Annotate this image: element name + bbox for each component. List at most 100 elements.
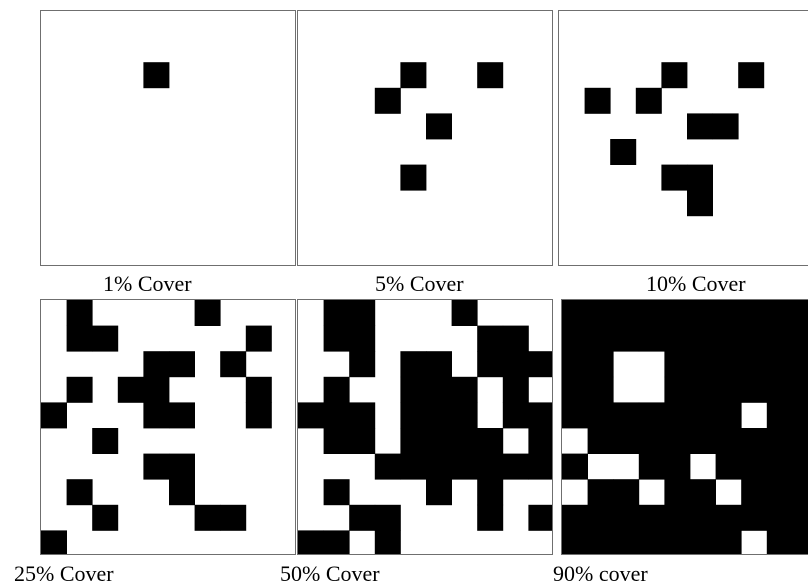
cover-cell	[298, 530, 324, 554]
cover-cell	[664, 504, 691, 531]
cover-cell	[477, 453, 504, 480]
cover-cell	[610, 139, 637, 165]
cover-cell	[613, 325, 640, 352]
cover-cell	[613, 300, 640, 326]
cover-cell	[638, 428, 665, 454]
cover-grid-5	[374, 62, 504, 191]
cover-cell	[143, 453, 170, 480]
cover-panel-10	[558, 10, 808, 266]
cover-cell	[664, 453, 691, 480]
cover-cell	[687, 164, 713, 191]
cover-panel-90	[561, 299, 808, 555]
caption-50: 50% Cover	[280, 561, 380, 586]
cover-cell	[766, 428, 793, 454]
cover-cell	[349, 428, 376, 454]
cover-cell	[374, 453, 401, 480]
cover-cell	[323, 530, 350, 554]
cover-cell	[587, 479, 614, 506]
cover-cell	[477, 351, 504, 378]
cover-cell	[587, 325, 614, 352]
cover-cell	[741, 504, 768, 531]
cover-cell	[528, 453, 552, 480]
cover-cell	[41, 402, 67, 429]
cover-cell	[587, 351, 614, 378]
cover-cell	[169, 351, 195, 378]
cover-cell	[400, 62, 427, 89]
cover-cell	[92, 504, 119, 531]
cover-cell	[638, 325, 665, 352]
cover-cell	[374, 530, 401, 554]
cover-cell	[400, 428, 427, 454]
cover-cell	[477, 428, 504, 454]
cover-cell	[502, 351, 529, 378]
cover-cell	[690, 351, 716, 378]
cover-cell	[374, 504, 401, 531]
caption-25: 25% Cover	[14, 561, 114, 586]
cover-cell	[715, 530, 742, 554]
cover-cell	[220, 504, 247, 531]
cover-cell	[690, 504, 716, 531]
cover-cell	[502, 453, 529, 480]
cover-cell	[792, 428, 808, 454]
cover-cell	[766, 376, 793, 403]
cover-cell	[169, 402, 195, 429]
cover-cell	[245, 402, 272, 429]
cover-cell	[323, 325, 350, 352]
cover-cell	[664, 300, 691, 326]
cover-cell	[613, 504, 640, 531]
cover-cell	[92, 325, 119, 352]
cover-cell	[92, 428, 119, 454]
cover-cell	[426, 402, 452, 429]
cover-cell	[528, 504, 552, 531]
caption-10: 10% Cover	[646, 271, 746, 296]
cover-cell	[766, 504, 793, 531]
cover-cell	[792, 453, 808, 480]
cover-cell	[715, 402, 742, 429]
cover-cell	[638, 453, 665, 480]
cover-cell	[400, 453, 427, 480]
cover-cell	[792, 479, 808, 506]
cover-cell	[766, 479, 793, 506]
cover-cell	[664, 530, 691, 554]
cover-cell	[613, 402, 640, 429]
cover-cell	[715, 428, 742, 454]
cover-cell	[792, 376, 808, 403]
cover-cell	[194, 504, 221, 531]
cover-cell	[635, 87, 662, 114]
cover-cell	[349, 402, 376, 429]
cover-cell	[562, 453, 588, 480]
cover-cell	[400, 351, 427, 378]
cover-cell	[528, 351, 552, 378]
cover-cell	[715, 325, 742, 352]
cover-cell	[194, 300, 221, 326]
cover-cell	[792, 504, 808, 531]
cover-cell	[245, 376, 272, 403]
cover-cell	[451, 402, 478, 429]
cover-cell	[690, 300, 716, 326]
cover-cell	[66, 325, 93, 352]
cover-cell	[426, 479, 452, 506]
cover-cell	[143, 351, 170, 378]
cover-cell	[715, 453, 742, 480]
cover-cell	[66, 479, 93, 506]
cover-cell	[323, 402, 350, 429]
cover-cell	[690, 402, 716, 429]
cover-grid-10	[584, 62, 765, 217]
cover-cell	[587, 376, 614, 403]
cover-cell	[169, 453, 195, 480]
cover-cell	[451, 300, 478, 326]
cover-cell	[502, 325, 529, 352]
cover-cell	[766, 325, 793, 352]
cover-cell	[66, 376, 93, 403]
cover-cell	[451, 453, 478, 480]
cover-cell	[715, 376, 742, 403]
cover-cell	[690, 479, 716, 506]
cover-cell	[323, 300, 350, 326]
cover-cell	[587, 530, 614, 554]
cover-cell	[587, 504, 614, 531]
cover-cell	[117, 376, 144, 403]
cover-cell	[562, 325, 588, 352]
cover-cell	[349, 504, 376, 531]
cover-cell	[143, 62, 170, 89]
cover-cell	[374, 87, 401, 114]
